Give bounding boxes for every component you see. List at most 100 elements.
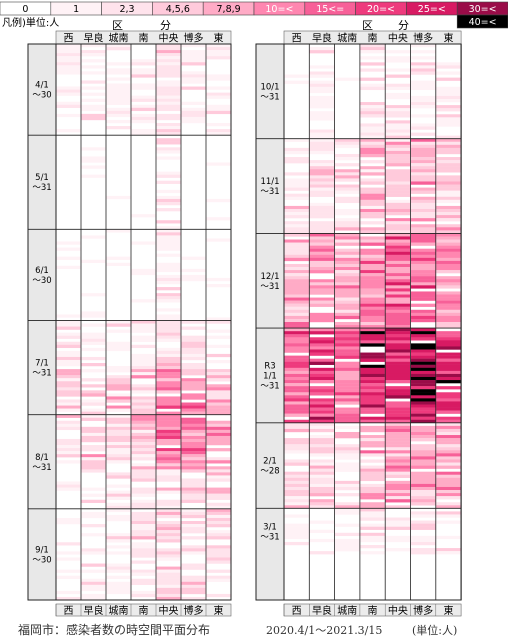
heat-cell xyxy=(309,505,335,509)
heat-cell xyxy=(284,215,309,219)
heat-cell xyxy=(156,350,181,355)
heat-cell xyxy=(334,370,360,375)
heat-cell xyxy=(334,398,360,402)
heat-cell xyxy=(156,241,181,245)
heat-cell xyxy=(309,111,335,115)
heat-cell xyxy=(436,407,461,411)
section-label-ku: 区 xyxy=(362,19,373,32)
heat-cell xyxy=(81,460,106,464)
heat-cell xyxy=(309,282,335,286)
ward-footer-label: 南 xyxy=(139,604,149,617)
heat-cell xyxy=(284,471,309,475)
heat-cell xyxy=(410,386,436,390)
heat-cell xyxy=(181,256,206,260)
heat-cell xyxy=(106,262,131,266)
heat-cell xyxy=(156,220,181,224)
heat-cell xyxy=(360,108,385,112)
heat-cell xyxy=(436,282,461,286)
heat-cell xyxy=(436,428,461,433)
heat-cell xyxy=(206,390,231,394)
heat-cell xyxy=(181,369,206,373)
heat-cell xyxy=(156,150,181,154)
heat-cell xyxy=(410,346,436,350)
heat-cell xyxy=(334,392,360,396)
heat-cell xyxy=(131,320,156,324)
heat-cell xyxy=(410,361,436,365)
heat-cell xyxy=(436,218,461,222)
heat-cell xyxy=(385,322,411,326)
heat-cell xyxy=(284,514,309,518)
heat-cell xyxy=(410,95,436,100)
heat-cell xyxy=(334,175,360,179)
heat-cell xyxy=(360,441,385,445)
heat-cell xyxy=(309,367,335,372)
heat-cell xyxy=(284,428,309,433)
heat-cell xyxy=(436,395,461,399)
heat-cell xyxy=(181,356,206,361)
heat-cell xyxy=(56,65,81,69)
heat-cell xyxy=(385,395,411,399)
heat-cell xyxy=(284,337,309,341)
heat-cell xyxy=(309,376,335,381)
heat-cell xyxy=(309,291,335,295)
heat-cell xyxy=(410,270,436,274)
heat-cell xyxy=(206,457,231,461)
heat-cell xyxy=(131,451,156,455)
heat-cell xyxy=(360,205,385,210)
heat-cell xyxy=(156,508,181,513)
heat-cell xyxy=(410,395,436,399)
heat-cell xyxy=(436,105,461,109)
heat-cell xyxy=(284,477,309,482)
heat-cell xyxy=(181,484,206,488)
heat-cell xyxy=(334,257,360,262)
heat-cell xyxy=(156,584,181,589)
heat-cell xyxy=(360,187,385,191)
heat-cell xyxy=(156,551,181,555)
heat-cell xyxy=(284,490,309,494)
heat-cell xyxy=(131,71,156,75)
heat-cell xyxy=(410,239,436,243)
heat-cell xyxy=(56,104,81,109)
heat-cell xyxy=(181,481,206,485)
heat-cell xyxy=(206,435,231,440)
heat-cell xyxy=(81,107,106,112)
heat-cell xyxy=(334,273,360,277)
heat-cell xyxy=(156,265,181,270)
heat-cell xyxy=(410,65,436,69)
heat-cell xyxy=(81,593,106,598)
heat-cell xyxy=(106,484,131,488)
heat-cell xyxy=(360,294,385,298)
panel-frame xyxy=(255,43,462,601)
heat-cell xyxy=(56,101,81,105)
heat-cell xyxy=(284,212,309,216)
heat-cell xyxy=(156,113,181,118)
heat-cell xyxy=(81,104,106,109)
heat-cell xyxy=(436,505,461,509)
heat-cell xyxy=(436,312,461,317)
heat-cell xyxy=(206,475,231,479)
heat-cell xyxy=(106,545,131,549)
heat-cell xyxy=(156,590,181,595)
heat-cell xyxy=(156,451,181,455)
heat-cell xyxy=(131,572,156,576)
heat-cell xyxy=(410,291,436,295)
heat-cell xyxy=(334,144,360,149)
heat-cell xyxy=(206,569,231,573)
heat-cell xyxy=(436,551,461,555)
heat-cell xyxy=(385,343,411,347)
heat-cell xyxy=(56,53,81,57)
heat-cell xyxy=(410,50,436,54)
heat-cell xyxy=(436,334,461,338)
heat-cell xyxy=(309,483,335,488)
heat-cell xyxy=(56,326,81,330)
heat-cell xyxy=(181,56,206,60)
heat-cell xyxy=(56,402,81,406)
heat-cell xyxy=(106,448,131,452)
heat-cell xyxy=(156,566,181,570)
heat-cell xyxy=(385,444,411,448)
heat-cell xyxy=(410,227,436,231)
month-label: 〜31 xyxy=(260,532,279,542)
heat-cell xyxy=(385,367,411,372)
ward-footer-label: 城南 xyxy=(337,604,357,617)
heat-cell xyxy=(309,169,335,173)
